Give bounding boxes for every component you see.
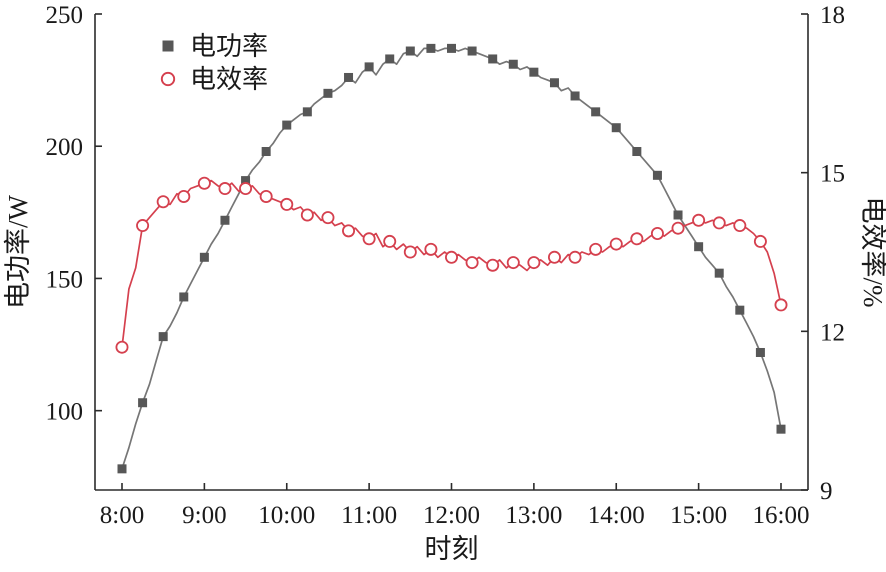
x-tick-label: 9:00 [182, 502, 226, 529]
square-marker [179, 292, 189, 302]
square-marker [447, 43, 456, 53]
y-axis-right-title: 电效率/% [858, 197, 886, 308]
square-marker [405, 46, 415, 56]
square-marker [673, 210, 683, 220]
legend-label: 电功率 [190, 32, 268, 61]
series-line [121, 179, 782, 349]
x-tick-label: 10:00 [258, 502, 315, 529]
series-0-power [117, 43, 786, 474]
square-marker [570, 91, 580, 101]
circle-marker [650, 226, 664, 240]
square-marker [776, 424, 786, 434]
square-marker [199, 252, 209, 262]
y-axis-left-title: 电功率/W [3, 194, 33, 309]
square-marker [261, 147, 271, 157]
legend-square-marker-icon [162, 40, 174, 52]
circle-marker [156, 195, 170, 209]
x-tick-label: 14:00 [588, 502, 645, 529]
y-right-tick-label: 15 [820, 161, 845, 188]
square-marker [117, 464, 127, 474]
square-marker [364, 62, 374, 72]
circle-marker [197, 176, 211, 190]
circle-marker [671, 221, 685, 235]
y-right-tick-label: 18 [820, 2, 845, 29]
x-tick-label: 12:00 [423, 502, 480, 529]
square-marker [652, 170, 662, 180]
circle-marker [383, 234, 397, 248]
y-left-tick-label: 100 [46, 399, 84, 426]
circle-marker [444, 250, 458, 264]
circle-marker [280, 197, 294, 211]
circle-marker [362, 232, 376, 246]
square-marker [755, 347, 765, 357]
square-marker [549, 78, 559, 88]
legend-circle-marker-icon [160, 71, 176, 87]
circle-marker [403, 245, 417, 259]
square-marker [323, 88, 333, 98]
circle-marker [609, 237, 623, 251]
circle-marker [589, 242, 603, 256]
square-marker [385, 54, 395, 64]
y-left-tick-label: 150 [46, 266, 84, 293]
circle-marker [753, 234, 767, 248]
circle-marker [259, 189, 273, 203]
x-axis-title: 时刻 [425, 534, 479, 564]
square-marker [591, 107, 601, 117]
circle-marker [506, 256, 520, 270]
circle-marker [774, 298, 788, 312]
square-marker [529, 67, 539, 77]
circle-marker [342, 224, 356, 238]
square-marker [138, 398, 148, 408]
square-marker [241, 176, 251, 186]
square-marker [282, 120, 292, 130]
circle-marker [115, 340, 129, 354]
axes: 100 150 200 250 9 12 15 18 8:00 9:00 10:00 11:00 12:… [46, 2, 846, 529]
square-marker [158, 332, 168, 342]
circle-marker [465, 256, 479, 270]
square-marker [220, 215, 230, 225]
square-marker [488, 54, 498, 64]
y-right-tick-label: 9 [820, 478, 833, 505]
x-tick-label: 16:00 [753, 502, 810, 529]
square-marker [426, 43, 436, 53]
circle-marker [486, 258, 500, 272]
x-tick-label: 13:00 [505, 502, 562, 529]
circle-marker [177, 189, 191, 203]
square-marker [714, 268, 724, 278]
legend-label: 电效率 [190, 65, 268, 94]
x-tick-label: 11:00 [341, 502, 397, 529]
circle-marker [136, 219, 150, 233]
x-tick-label: 15:00 [670, 502, 727, 529]
square-marker [632, 147, 642, 157]
circle-marker [547, 250, 561, 264]
circle-marker [692, 213, 706, 227]
circle-marker [300, 208, 314, 222]
circle-marker [218, 182, 232, 196]
square-marker [735, 305, 745, 315]
series-1-efficiency [115, 176, 788, 354]
circle-marker [321, 211, 335, 225]
square-marker [694, 242, 704, 252]
circle-marker [568, 250, 582, 264]
circle-marker [239, 182, 253, 196]
circle-marker [630, 232, 644, 246]
square-marker [611, 123, 621, 133]
circle-marker [424, 242, 438, 256]
x-tick-label: 8:00 [100, 502, 144, 529]
circle-marker [527, 256, 541, 270]
y-left-tick-label: 200 [46, 134, 84, 161]
y-left-tick-label: 250 [46, 2, 84, 29]
square-marker [508, 59, 518, 69]
square-marker [467, 46, 477, 56]
square-marker [302, 107, 312, 117]
circle-marker [712, 216, 726, 230]
square-marker [344, 72, 354, 82]
circle-marker [733, 219, 747, 233]
y-right-tick-label: 12 [820, 319, 845, 346]
